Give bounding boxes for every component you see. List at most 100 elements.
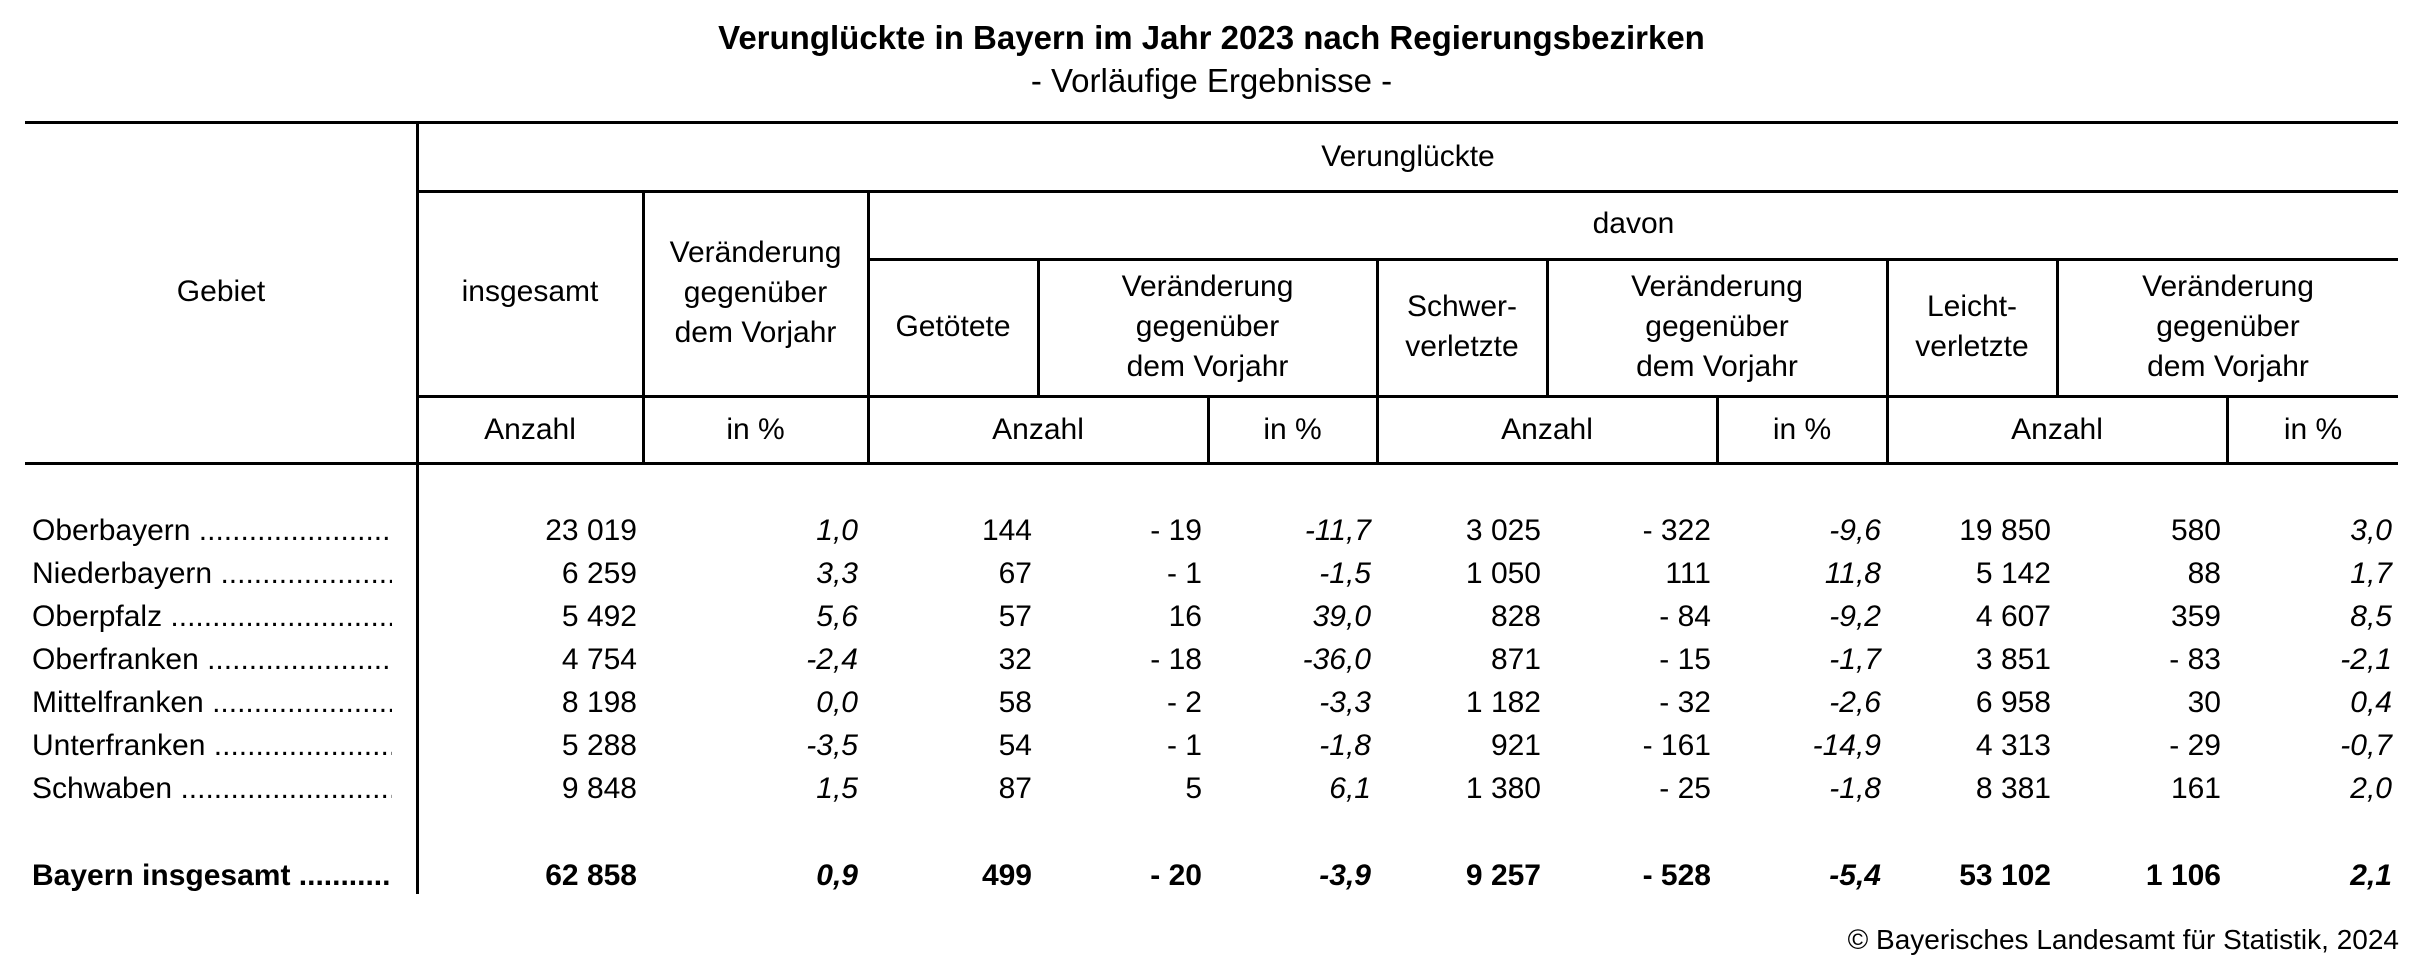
table-cell: 4 607 [1975, 600, 2051, 633]
table-cell: 1 380 [1465, 772, 1541, 805]
table-cell: 1,5 [816, 772, 858, 805]
table-cell: 3,3 [816, 557, 858, 590]
table-cell: - 322 [1642, 514, 1711, 547]
table-cell: 2,0 [2350, 772, 2392, 805]
table-cell: 6 958 [1975, 686, 2051, 719]
table-cell: 3 025 [1465, 514, 1541, 547]
header-bottom-rule [25, 462, 2398, 465]
rule-below-verunglueckte [417, 190, 2398, 193]
table-cell: -3,9 [1319, 859, 1371, 892]
rule-above-units [417, 395, 2398, 398]
table-cell: 39,0 [1312, 600, 1371, 633]
table-cell: -1,8 [1829, 772, 1881, 805]
unit-in-pct: in % [1772, 413, 1832, 446]
header-veraenderung-schwer: Veränderung gegenüber dem Vorjahr [1631, 270, 1803, 383]
table-cell: 58 [998, 686, 1032, 719]
table-cell: -5,4 [1829, 859, 1881, 892]
table-cell: 88 [2187, 557, 2221, 590]
table-cell: 5 142 [1975, 557, 2051, 590]
table-cell: 5,6 [816, 600, 858, 633]
col-divider [1886, 258, 1889, 464]
table-cell: - 20 [1150, 859, 1202, 892]
table-cell: 32 [998, 643, 1032, 676]
col-divider [1716, 396, 1719, 464]
col-divider [1037, 258, 1040, 397]
header-gebiet: Gebiet [176, 275, 266, 308]
table-title: Verunglückte in Bayern im Jahr 2023 nach… [718, 19, 1705, 56]
table-cell: 3,0 [2350, 514, 2392, 547]
table-cell: 5 [1185, 772, 1202, 805]
table-cell: - 84 [1659, 600, 1711, 633]
table-cell: 1 106 [2145, 859, 2221, 892]
header-veraenderung-leicht: Veränderung gegenüber dem Vorjahr [2142, 270, 2314, 383]
table-subtitle: - Vorläufige Ergebnisse - [1030, 62, 1393, 99]
table-cell: 0,4 [2350, 686, 2392, 719]
table-cell: - 18 [1150, 643, 1202, 676]
col-divider [867, 190, 870, 464]
table-cell: -2,6 [1829, 686, 1881, 719]
region-row-label: Niederbayern [32, 555, 392, 593]
table-cell: 5 492 [561, 600, 637, 633]
table-cell: -9,6 [1829, 514, 1881, 547]
table-cell: -1,8 [1319, 729, 1371, 762]
table-cell: 871 [1490, 643, 1541, 676]
total-row-label: Bayern insgesamt [32, 857, 392, 895]
table-cell: 9 257 [1465, 859, 1541, 892]
table-cell: -3,3 [1319, 686, 1371, 719]
col-divider [1546, 258, 1549, 397]
unit-anzahl: Anzahl [484, 413, 576, 446]
table-cell: 921 [1490, 729, 1541, 762]
col-divider [1376, 258, 1379, 464]
table-cell: 1 182 [1465, 686, 1541, 719]
copyright-footer: © Bayerisches Landesamt für Statistik, 2… [1847, 924, 2399, 955]
header-veraenderung-insgesamt: Veränderung gegenüber dem Vorjahr [669, 236, 842, 349]
table-cell: 144 [981, 514, 1032, 547]
table-cell: 828 [1490, 600, 1541, 633]
table-cell: 53 102 [1959, 859, 2051, 892]
header-schwerverletzte: Schwer- verletzte [1405, 290, 1519, 363]
table-cell: - 2 [1166, 686, 1202, 719]
table-cell: 3 851 [1975, 643, 2051, 676]
table-cell: - 32 [1659, 686, 1711, 719]
table-cell: 54 [998, 729, 1032, 762]
table-cell: -2,4 [806, 643, 858, 676]
table-cell: 1,7 [2350, 557, 2392, 590]
table-cell: 16 [1168, 600, 1202, 633]
col-divider [642, 190, 645, 464]
table-cell: 87 [998, 772, 1032, 805]
region-row-label: Oberbayern [32, 512, 392, 550]
table-cell: 19 850 [1959, 514, 2051, 547]
header-leichtverletzte: Leicht- verletzte [1915, 290, 2029, 363]
region-row-label: Oberfranken [32, 641, 392, 679]
table-cell: 9 848 [561, 772, 637, 805]
col-divider [2056, 258, 2059, 397]
table-cell: - 161 [1642, 729, 1711, 762]
table-cell: 161 [2170, 772, 2221, 805]
rule-below-davon [868, 258, 2398, 261]
table-cell: - 15 [1659, 643, 1711, 676]
table-cell: 8 381 [1975, 772, 2051, 805]
table-cell: 11,8 [1824, 557, 1881, 590]
gebiet-divider [416, 121, 419, 894]
table-cell: 6,1 [1329, 772, 1371, 805]
table-cell: 8,5 [2350, 600, 2392, 633]
table-cell: 30 [2187, 686, 2221, 719]
table-cell: 359 [2170, 600, 2221, 633]
table-cell: 499 [981, 859, 1032, 892]
header-veraenderung-getoetete: Veränderung gegenüber dem Vorjahr [1121, 270, 1294, 383]
table-cell: -14,9 [1812, 729, 1881, 762]
table-cell: 1,0 [816, 514, 858, 547]
table-cell: 4 754 [561, 643, 637, 676]
table-cell: 62 858 [545, 859, 637, 892]
unit-in-pct: in % [726, 413, 785, 446]
table-cell: 6 259 [561, 557, 637, 590]
col-divider [1207, 396, 1210, 464]
unit-in-pct: in % [2283, 413, 2343, 446]
table-cell: - 528 [1642, 859, 1711, 892]
unit-anzahl: Anzahl [2011, 413, 2103, 446]
table-cell: - 25 [1659, 772, 1711, 805]
table-cell: 580 [2170, 514, 2221, 547]
region-row-label: Unterfranken [32, 727, 392, 765]
table-cell: - 1 [1166, 729, 1202, 762]
header-insgesamt: insgesamt [461, 275, 599, 308]
